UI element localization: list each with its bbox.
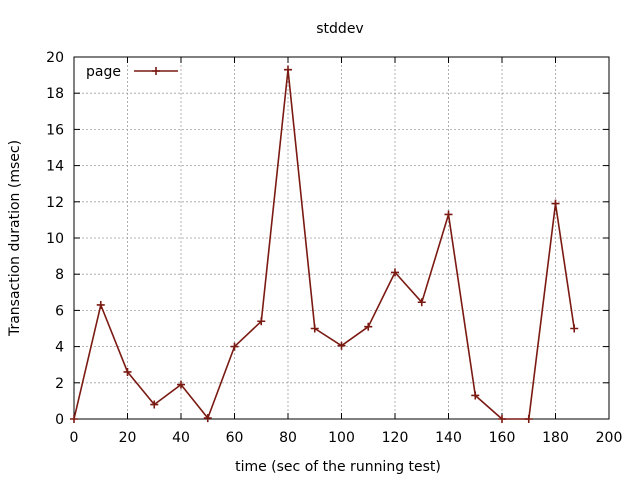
data-point-marker <box>444 210 453 219</box>
data-point-marker <box>177 380 185 389</box>
data-point-marker <box>203 414 212 423</box>
y-axis-label: Transaction duration (msec) <box>7 140 23 337</box>
y-tick-label: 16 <box>46 122 64 138</box>
y-tick-labels: 0 2 4 6 8 10 12 14 16 18 20 <box>46 50 64 428</box>
data-point-marker <box>498 415 506 423</box>
legend-swatch-marker <box>152 67 160 75</box>
data-point-marker <box>524 415 533 423</box>
series-page <box>70 65 579 423</box>
data-point-marker <box>364 322 373 331</box>
series-line <box>73 68 575 420</box>
y-tick-label: 0 <box>55 412 64 428</box>
y-tick-label: 18 <box>46 86 64 102</box>
data-point-marker <box>230 342 239 351</box>
data-point-marker <box>417 298 426 307</box>
y-tick-label: 12 <box>46 195 64 211</box>
y-tick-label: 4 <box>55 340 64 356</box>
data-point-marker <box>570 324 579 333</box>
data-point-marker <box>96 300 105 309</box>
y-tick-label: 8 <box>55 267 64 283</box>
data-point-marker <box>391 268 399 277</box>
data-point-marker <box>284 65 292 74</box>
x-axis-label: time (sec of the running test) <box>235 459 441 475</box>
x-tick-label: 200 <box>596 430 623 446</box>
data-point-marker <box>551 199 560 208</box>
legend-label-page: page <box>86 64 121 80</box>
y-tick-label: 6 <box>55 303 64 319</box>
x-tick-label: 120 <box>382 430 409 446</box>
x-tick-label: 180 <box>542 430 569 446</box>
x-tick-label: 80 <box>279 430 297 446</box>
data-point-marker <box>150 400 159 409</box>
x-tick-label: 140 <box>435 430 462 446</box>
y-tick-label: 20 <box>46 50 64 66</box>
grid <box>74 57 609 419</box>
data-point-marker <box>471 391 480 400</box>
data-point-marker <box>70 415 78 423</box>
legend: page <box>86 64 178 80</box>
y-tick-label: 10 <box>46 231 64 247</box>
y-tick-label: 2 <box>55 376 64 392</box>
x-tick-label: 0 <box>70 430 79 446</box>
x-tick-label: 40 <box>172 430 190 446</box>
data-point-marker <box>257 317 266 326</box>
data-point-marker <box>337 341 346 350</box>
x-tick-label: 160 <box>489 430 516 446</box>
x-tick-label: 20 <box>119 430 137 446</box>
data-point-marker <box>310 324 319 333</box>
x-tick-label: 100 <box>328 430 355 446</box>
y-tick-label: 14 <box>46 159 64 175</box>
data-point-marker <box>123 367 132 376</box>
x-tick-labels: 0 20 40 60 80 100 120 140 160 180 200 <box>70 430 623 446</box>
chart-title: stddev <box>316 21 363 37</box>
x-tick-label: 60 <box>226 430 244 446</box>
